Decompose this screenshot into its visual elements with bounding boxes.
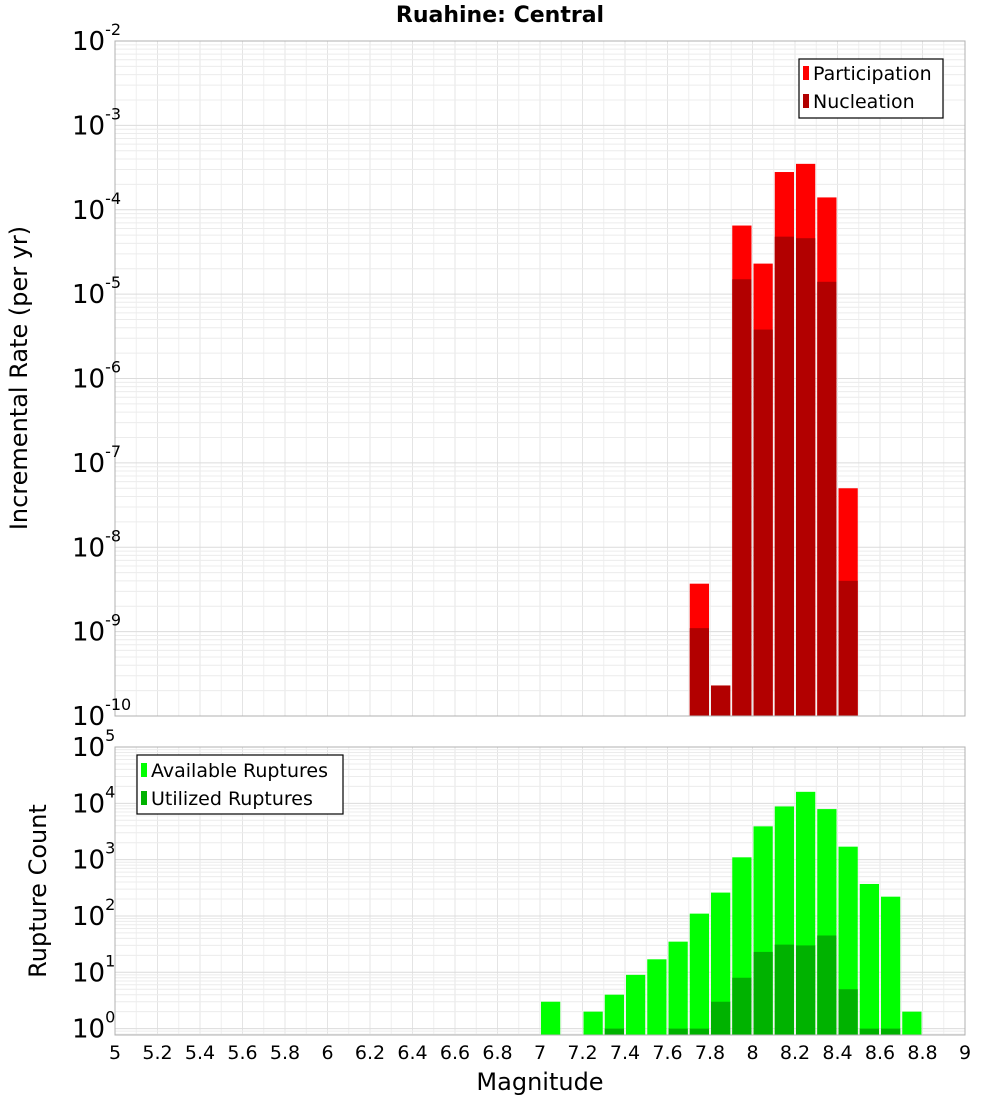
count-bar-utilized-ruptures: [753, 951, 773, 1035]
y-tick-label: 100: [72, 1008, 115, 1045]
count-legend: Available Ruptures Utilized Ruptures: [136, 754, 344, 815]
chart-title: Ruahine: Central: [396, 3, 604, 28]
rate-bar-nucleation: [732, 279, 752, 716]
x-tick-label: 7: [534, 1042, 546, 1064]
x-tick-label: 8.4: [822, 1042, 852, 1064]
x-tick-label: 6.4: [397, 1042, 427, 1064]
count-bar-available-ruptures: [859, 883, 879, 1035]
x-tick-label: 5.4: [185, 1042, 215, 1064]
y-tick-label: 10-7: [72, 442, 121, 479]
y-tick-label: 104: [72, 782, 115, 819]
x-tick-label: 5.2: [142, 1042, 172, 1064]
x-tick-labels: 5 5.2 5.4 5.6 5.8 6 6.2 6.4 6.6 6.8 7 7.2 7.4 7.6 7.8 8…: [109, 1042, 971, 1064]
x-tick-label: 7.8: [695, 1042, 725, 1064]
x-tick-label: 7.4: [610, 1042, 640, 1064]
rate-bar-nucleation: [711, 685, 731, 716]
count-bar-utilized-ruptures: [689, 1028, 709, 1035]
legend-label-nucleation: Nucleation: [813, 91, 915, 113]
x-tick-label: 7.2: [567, 1042, 597, 1064]
rate-gridlines: [115, 41, 965, 716]
y-tick-label: 10-10: [72, 695, 131, 732]
count-bar-available-ruptures: [902, 1011, 922, 1035]
y-tick-label: 10-9: [72, 611, 121, 648]
x-axis-label: Magnitude: [476, 1068, 603, 1096]
legend-label-participation: Participation: [813, 63, 932, 85]
x-tick-label: 5: [109, 1042, 121, 1064]
count-bar-available-ruptures: [604, 994, 624, 1035]
x-tick-label: 8.6: [865, 1042, 895, 1064]
count-bar-utilized-ruptures: [796, 945, 816, 1035]
x-tick-label: 6: [321, 1042, 333, 1064]
legend-swatch-utilized: [141, 791, 147, 805]
count-legend-box: [136, 754, 344, 815]
rate-bar-nucleation: [689, 628, 709, 716]
count-bar-available-ruptures: [668, 941, 688, 1035]
rate-bar-nucleation: [817, 281, 837, 716]
x-tick-label: 6.6: [440, 1042, 470, 1064]
count-bar-available-ruptures: [626, 974, 646, 1035]
x-tick-label: 9: [959, 1042, 971, 1064]
rate-bar-nucleation: [774, 236, 794, 716]
y-tick-label: 10-5: [72, 273, 121, 310]
y-tick-label: 102: [72, 895, 115, 932]
count-bar-utilized-ruptures: [817, 935, 837, 1035]
legend-label-available: Available Ruptures: [151, 760, 328, 782]
y-tick-label: 103: [72, 839, 115, 876]
x-tick-label: 7.6: [652, 1042, 682, 1064]
count-bar-utilized-ruptures: [838, 989, 858, 1035]
count-plot-frame: [114, 746, 966, 1036]
count-bar-utilized-ruptures: [859, 1028, 879, 1035]
count-bar-utilized-ruptures: [604, 1028, 624, 1035]
y-tick-label: 10-8: [72, 526, 121, 563]
legend-swatch-nucleation: [803, 94, 809, 108]
x-tick-label: 5.6: [227, 1042, 257, 1064]
x-tick-label: 6.2: [355, 1042, 385, 1064]
rate-bar-nucleation: [838, 580, 858, 716]
count-bars: [541, 791, 922, 1035]
rate-y-axis-label: Incremental Rate (per yr): [5, 226, 33, 530]
y-tick-label: 10-6: [72, 358, 121, 395]
count-bar-utilized-ruptures: [881, 1028, 901, 1035]
count-bar-available-ruptures: [583, 1011, 603, 1035]
count-bar-utilized-ruptures: [711, 1001, 731, 1035]
x-tick-label: 8: [746, 1042, 758, 1064]
count-bar-available-ruptures: [647, 959, 667, 1035]
rate-bars: [689, 163, 858, 717]
count-bar-utilized-ruptures: [668, 1028, 688, 1035]
rate-legend: Participation Nucleation: [798, 58, 944, 119]
x-tick-label: 6.8: [482, 1042, 512, 1064]
y-tick-label: 10-3: [72, 104, 121, 141]
legend-label-utilized: Utilized Ruptures: [151, 788, 313, 810]
count-bar-available-ruptures: [541, 1001, 561, 1035]
y-tick-label: 10-4: [72, 189, 121, 226]
count-y-axis-label: Rupture Count: [24, 804, 52, 978]
count-bar-available-ruptures: [711, 892, 731, 1035]
legend-swatch-participation: [803, 66, 809, 80]
rate-bar-nucleation: [753, 329, 773, 716]
rate-legend-box: [798, 58, 944, 119]
y-tick-label: 10-2: [72, 20, 121, 57]
x-tick-label: 8.2: [780, 1042, 810, 1064]
count-bar-available-ruptures: [689, 913, 709, 1035]
count-bar-utilized-ruptures: [774, 944, 794, 1035]
rate-bar-nucleation: [796, 238, 816, 716]
count-bar-utilized-ruptures: [732, 977, 752, 1035]
rate-panel: 10-10 10-9 10-8 10-7 10-6 10-5 10-4 10-3 10-2 In…: [5, 20, 966, 732]
rate-plot-frame: [114, 40, 966, 717]
y-tick-label: 101: [72, 951, 115, 988]
x-tick-label: 5.8: [270, 1042, 300, 1064]
x-tick-label: 8.8: [907, 1042, 937, 1064]
count-bar-available-ruptures: [838, 846, 858, 1035]
count-bar-available-ruptures: [881, 896, 901, 1035]
legend-swatch-available: [141, 763, 147, 777]
